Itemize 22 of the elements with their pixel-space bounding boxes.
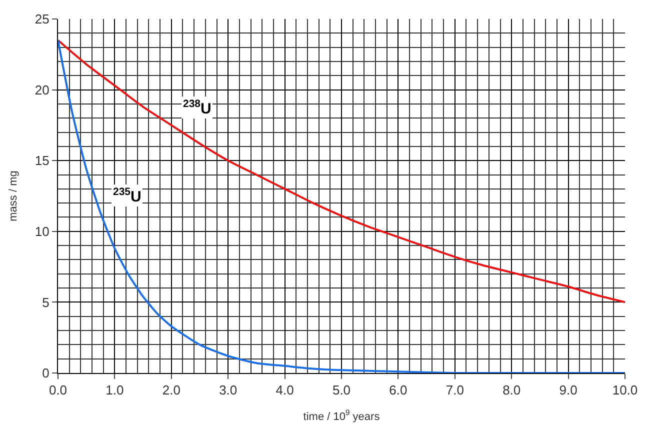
x-tick-label: 2.0	[162, 382, 180, 398]
y-tick-label: 15	[34, 153, 50, 168]
x-tick-label: 5.0	[332, 382, 351, 398]
y-tick-label: 25	[34, 12, 50, 27]
x-tick-label: 4.0	[276, 382, 294, 398]
y-tick-label: 5	[42, 294, 50, 310]
x-tick-label: 8.0	[502, 382, 521, 398]
x-tick-label: 10.0	[612, 382, 638, 398]
x-axis-title: time / 10$^{9}$ years	[303, 408, 380, 423]
series-label: $^{238}$U	[183, 98, 212, 118]
x-tick-label: 0.0	[48, 382, 68, 398]
y-tick-label: 20	[34, 82, 50, 98]
x-tick-label: 1.0	[106, 382, 124, 398]
x-tick-label: 6.0	[389, 382, 408, 398]
y-tick-label: 10	[34, 224, 50, 239]
x-tick-label: 7.0	[446, 382, 464, 398]
series-label: $^{235}$U	[113, 186, 142, 206]
line-series	[58, 39, 625, 304]
y-axis-title: mass / mg	[8, 170, 20, 222]
x-tick-label: 3.0	[219, 382, 238, 398]
x-tick-label: 9.0	[559, 382, 578, 398]
y-tick-label: 0	[42, 366, 50, 381]
